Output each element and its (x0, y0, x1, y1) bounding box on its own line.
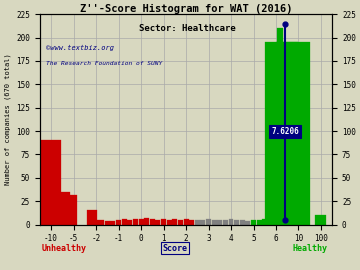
Text: Unhealthy: Unhealthy (42, 244, 87, 252)
Bar (229, 219, 234, 225)
Bar (251, 220, 256, 225)
Bar (265, 42, 298, 225)
Bar (217, 220, 222, 225)
Bar (150, 219, 155, 225)
Bar (184, 219, 189, 225)
Bar (99, 220, 104, 225)
Bar (111, 221, 116, 225)
Bar (178, 220, 183, 225)
Bar (206, 219, 211, 225)
Bar (240, 220, 245, 225)
Text: Sector: Healthcare: Sector: Healthcare (139, 24, 235, 33)
Text: Healthy: Healthy (292, 244, 327, 252)
Title: Z''-Score Histogram for WAT (2016): Z''-Score Histogram for WAT (2016) (80, 4, 292, 14)
Bar (315, 215, 327, 225)
Bar (105, 221, 110, 225)
Bar (116, 220, 121, 225)
Bar (167, 220, 172, 225)
Bar (41, 140, 61, 225)
Bar (122, 219, 127, 225)
Bar (144, 218, 149, 225)
Bar (139, 219, 144, 225)
Bar (94, 220, 99, 225)
Bar (274, 217, 279, 225)
Text: Score: Score (162, 244, 187, 252)
Bar (133, 219, 138, 225)
Bar (156, 220, 161, 225)
Bar (268, 218, 273, 225)
Bar (87, 210, 97, 225)
Bar (223, 220, 228, 225)
Text: 7.6206: 7.6206 (271, 127, 299, 136)
Bar (262, 219, 267, 225)
Bar (127, 220, 132, 225)
Bar (212, 220, 217, 225)
Bar (246, 221, 250, 225)
Bar (195, 220, 200, 225)
Bar (276, 42, 310, 225)
Bar (234, 220, 239, 225)
Text: ©www.textbiz.org: ©www.textbiz.org (46, 45, 114, 51)
Bar (257, 220, 262, 225)
Bar (161, 219, 166, 225)
Bar (61, 195, 77, 225)
Bar (189, 220, 194, 225)
Bar (201, 220, 205, 225)
Bar (278, 28, 283, 225)
Bar (276, 154, 282, 225)
Text: The Research Foundation of SUNY: The Research Foundation of SUNY (46, 61, 162, 66)
Bar (54, 192, 70, 225)
Y-axis label: Number of companies (670 total): Number of companies (670 total) (4, 53, 11, 185)
Bar (275, 206, 280, 225)
Bar (172, 219, 177, 225)
